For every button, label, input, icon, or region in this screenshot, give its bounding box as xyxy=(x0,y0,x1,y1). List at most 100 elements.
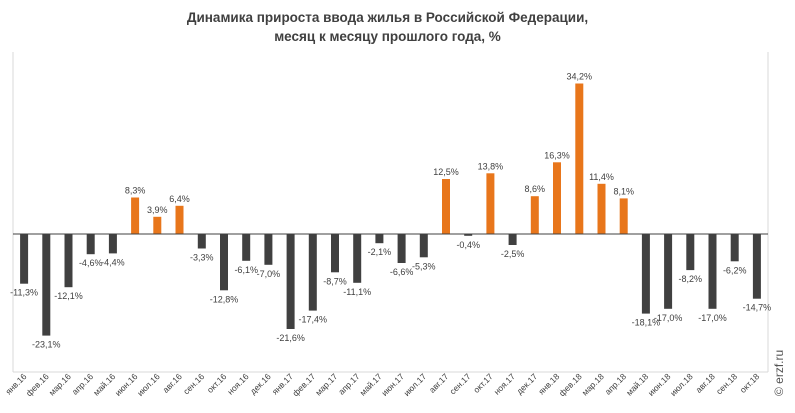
x-tick-label-июл.16: июл.16 xyxy=(135,371,162,398)
data-label-сен.18: -6,2% xyxy=(723,265,747,275)
x-tick-label-авг.17: авг.17 xyxy=(427,371,451,395)
x-tick-label-сен.17: сен.17 xyxy=(448,371,473,396)
x-tick-label-май.16: май.16 xyxy=(91,371,117,397)
bar-июл.16 xyxy=(153,216,162,234)
data-label-окт.16: -12,8% xyxy=(210,294,239,304)
data-label-янв.18: 16,3% xyxy=(544,150,570,160)
bar-май.18 xyxy=(641,234,650,314)
bar-окт.18 xyxy=(752,234,761,299)
bar-дек.17 xyxy=(530,196,539,234)
bar-фев.16 xyxy=(42,234,51,336)
data-label-ноя.16: -6,1% xyxy=(234,265,258,275)
x-tick-label-ноя.16: ноя.16 xyxy=(225,371,251,397)
bar-окт.17 xyxy=(486,173,495,234)
data-label-май.17: -2,1% xyxy=(368,247,392,257)
data-label-дек.16: -7,0% xyxy=(257,269,281,279)
x-tick-label-май.17: май.17 xyxy=(358,371,384,397)
x-tick-label-июн.18: июн.18 xyxy=(646,371,673,398)
data-label-авг.17: 12,5% xyxy=(433,167,459,177)
bar-апр.17 xyxy=(353,234,362,283)
data-label-янв.16: -11,3% xyxy=(10,288,38,298)
data-label-фев.16: -23,1% xyxy=(32,340,61,350)
bar-май.16 xyxy=(108,234,117,254)
bar-ноя.16 xyxy=(242,234,251,261)
data-label-мар.16: -12,1% xyxy=(54,291,83,301)
bar-сен.18 xyxy=(730,234,739,262)
x-tick-label-фев.18: фев.18 xyxy=(557,371,584,398)
bar-авг.18 xyxy=(708,234,717,309)
data-label-авг.18: -17,0% xyxy=(698,313,727,323)
x-tick-label-авг.16: авг.16 xyxy=(160,371,184,395)
data-label-мар.18: 11,4% xyxy=(589,172,614,182)
x-tick-label-апр.16: апр.16 xyxy=(70,371,96,397)
data-label-июл.16: 3,9% xyxy=(147,205,168,215)
x-tick-label-апр.18: апр.18 xyxy=(603,371,629,397)
x-tick-label-июл.17: июл.17 xyxy=(402,371,429,398)
x-tick-label-фев.17: фев.17 xyxy=(290,371,317,398)
data-label-янв.17: -21,6% xyxy=(276,333,305,343)
x-tick-label-мар.16: мар.16 xyxy=(47,371,73,397)
bar-янв.17 xyxy=(286,234,295,329)
x-tick-label-окт.18: окт.18 xyxy=(738,371,762,395)
data-label-окт.17: 13,8% xyxy=(478,161,504,171)
data-label-апр.16: -4,6% xyxy=(79,258,103,268)
data-label-ноя.17: -2,5% xyxy=(501,249,525,259)
watermark-text: © erzf.ru xyxy=(772,350,786,396)
bar-янв.16 xyxy=(20,234,29,284)
bar-авг.16 xyxy=(175,205,184,234)
bar-фев.18 xyxy=(575,83,584,234)
data-label-окт.18: -14,7% xyxy=(743,303,772,313)
data-label-июн.17: -6,6% xyxy=(390,267,414,277)
x-tick-label-окт.17: окт.17 xyxy=(471,371,495,395)
bar-авг.17 xyxy=(442,179,450,234)
data-label-июл.17: -5,3% xyxy=(412,261,436,271)
bar-фев.17 xyxy=(308,234,317,311)
data-label-авг.16: 6,4% xyxy=(169,194,190,204)
bar-июн.16 xyxy=(131,197,140,234)
bar-апр.18 xyxy=(619,198,628,234)
x-tick-label-мар.18: мар.18 xyxy=(580,371,606,397)
data-label-сен.16: -3,3% xyxy=(190,253,214,263)
bar-июл.17 xyxy=(419,234,428,258)
bar-сен.17 xyxy=(464,234,473,236)
chart-title-line1: Динамика прироста ввода жилья в Российск… xyxy=(186,10,589,25)
x-tick-label-сен.18: сен.18 xyxy=(714,371,739,396)
bar-июл.18 xyxy=(686,234,695,271)
x-tick-label-апр.17: апр.17 xyxy=(336,371,362,397)
data-label-июн.16: 8,3% xyxy=(125,186,146,196)
x-tick-label-мар.17: мар.17 xyxy=(313,371,339,397)
data-label-сен.17: -0,4% xyxy=(456,240,480,250)
bar-ноя.17 xyxy=(508,234,517,245)
x-tick-label-сен.16: сен.16 xyxy=(181,371,206,396)
bar-сен.16 xyxy=(197,234,206,249)
x-tick-label-окт.16: окт.16 xyxy=(205,371,229,395)
x-tick-label-июл.18: июл.18 xyxy=(668,371,695,398)
x-tick-label-июн.16: июн.16 xyxy=(113,371,140,398)
bar-июн.18 xyxy=(664,234,673,309)
bar-июн.17 xyxy=(397,234,406,263)
chart-title: Динамика прироста ввода жилья в Российск… xyxy=(0,8,775,46)
bar-окт.16 xyxy=(220,234,228,291)
data-label-июл.18: -8,2% xyxy=(679,274,703,284)
chart-title-line2: месяц к месяцу прошлого года, % xyxy=(274,29,501,44)
data-label-дек.17: 8,6% xyxy=(525,184,546,194)
x-tick-label-ноя.17: ноя.17 xyxy=(492,371,518,397)
data-label-фев.18: 34,2% xyxy=(567,72,593,82)
data-label-май.18: -18,1% xyxy=(632,318,661,328)
bar-мар.16 xyxy=(64,234,73,288)
data-label-май.16: -4,4% xyxy=(101,257,125,267)
x-tick-label-фев.16: фев.16 xyxy=(24,371,51,398)
x-tick-label-июн.17: июн.17 xyxy=(379,371,406,398)
data-label-апр.17: -11,1% xyxy=(343,287,371,297)
bar-апр.16 xyxy=(86,234,95,255)
data-label-апр.18: 8,1% xyxy=(613,186,634,196)
x-tick-label-май.18: май.18 xyxy=(624,371,650,397)
x-tick-label-дек.16: дек.16 xyxy=(248,371,273,396)
x-tick-label-авг.18: авг.18 xyxy=(693,371,717,395)
bar-дек.16 xyxy=(264,234,273,265)
bar-янв.18 xyxy=(553,162,561,234)
bar-мар.18 xyxy=(597,183,606,234)
data-label-мар.17: -8,7% xyxy=(323,276,347,286)
